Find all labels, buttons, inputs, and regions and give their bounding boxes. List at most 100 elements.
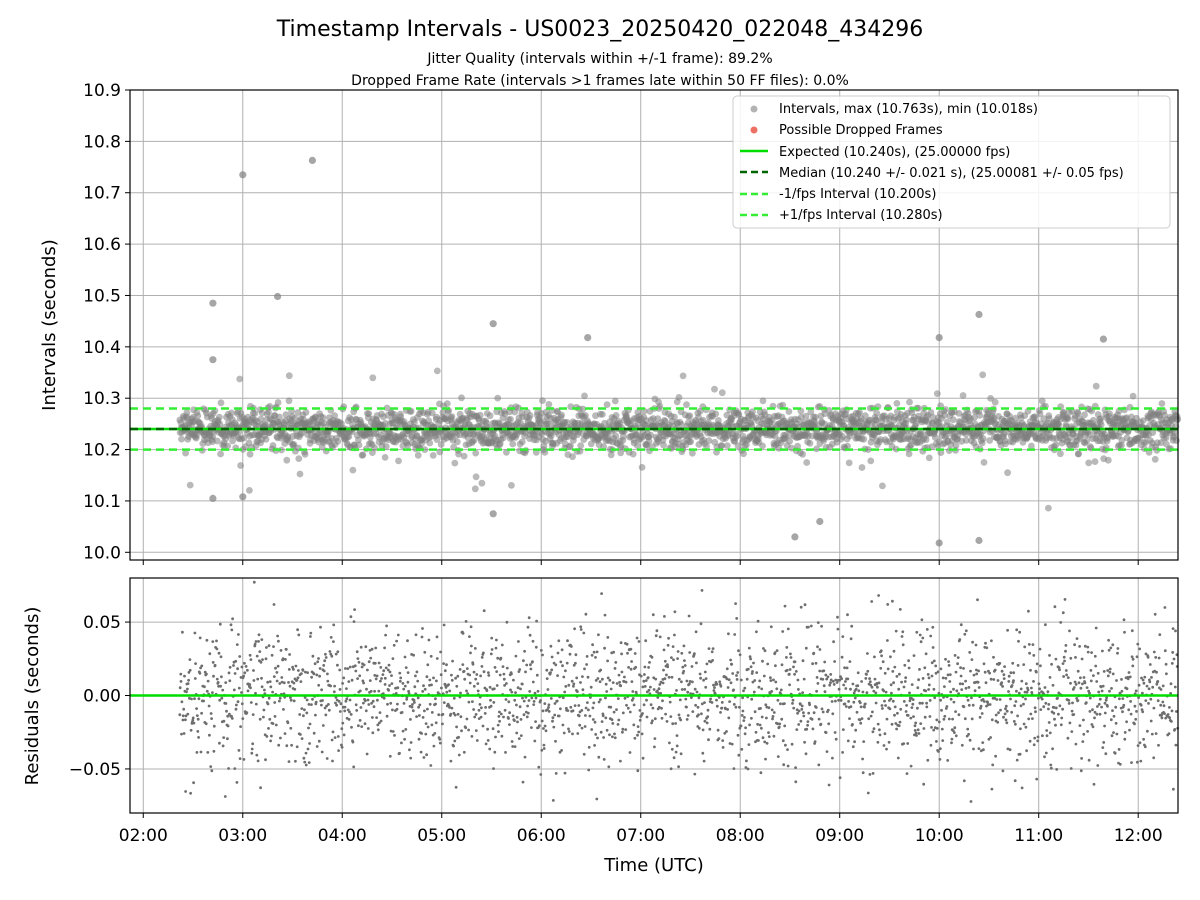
residual-point: [688, 651, 692, 654]
residual-point: [879, 649, 883, 653]
residual-point: [521, 780, 525, 784]
residual-point: [450, 678, 454, 682]
residual-point: [1111, 709, 1114, 712]
residual-point: [495, 638, 498, 642]
residual-point: [913, 729, 917, 732]
residual-point: [514, 654, 518, 658]
residual-point: [681, 665, 685, 669]
residual-point: [950, 741, 953, 745]
residual-point: [930, 726, 933, 729]
residual-point: [735, 678, 739, 681]
residual-point: [1032, 680, 1035, 683]
residual-point: [1125, 687, 1129, 691]
residual-point: [432, 676, 435, 680]
interval-point: [771, 432, 779, 440]
residual-point: [628, 751, 632, 754]
residual-point: [827, 783, 831, 787]
residual-point: [600, 720, 604, 723]
residual-point: [865, 673, 868, 676]
residual-point: [869, 683, 873, 687]
residual-point: [1024, 682, 1028, 686]
residual-point: [354, 703, 358, 707]
residual-point: [191, 716, 195, 720]
residual-point: [1136, 744, 1140, 747]
intervals-panel: 10.010.110.210.310.410.510.610.710.810.9…: [39, 81, 1182, 565]
residual-point: [411, 703, 414, 706]
residual-point: [684, 697, 688, 701]
residual-point: [712, 689, 716, 692]
residual-point: [1049, 766, 1053, 770]
residual-point: [1103, 701, 1107, 705]
residual-point: [841, 751, 844, 754]
residual-point: [526, 704, 529, 708]
residual-point: [1018, 630, 1022, 634]
residual-point: [1143, 675, 1147, 679]
residual-point: [378, 721, 381, 725]
residual-point: [279, 736, 282, 740]
residual-point: [437, 713, 441, 717]
residual-point: [662, 668, 665, 672]
residual-point: [532, 703, 536, 706]
residual-point: [260, 685, 264, 689]
residual-point: [300, 737, 304, 740]
residual-point: [1032, 654, 1036, 657]
residual-point: [745, 677, 749, 681]
residual-point: [661, 681, 665, 685]
residual-point: [929, 634, 933, 638]
residual-point: [291, 665, 294, 669]
residual-point: [666, 663, 669, 667]
residual-point: [496, 723, 500, 727]
residual-point: [435, 635, 439, 639]
residual-point: [856, 684, 860, 688]
residual-point: [944, 676, 948, 680]
residual-point: [347, 718, 351, 721]
residual-point: [1136, 760, 1139, 764]
residual-point: [543, 724, 547, 728]
residual-point: [1081, 682, 1084, 686]
residual-point: [560, 749, 563, 752]
interval-point: [794, 442, 801, 450]
residual-point: [845, 666, 849, 670]
residual-point: [893, 665, 897, 669]
residual-point: [1126, 677, 1130, 681]
residual-point: [639, 674, 643, 678]
residual-point: [941, 676, 945, 680]
residual-point: [259, 786, 262, 790]
residual-point: [1141, 691, 1144, 695]
residual-point: [1063, 598, 1067, 601]
residual-point: [758, 723, 762, 727]
residual-point: [254, 702, 258, 706]
interval-point: [943, 418, 951, 426]
residual-point: [212, 749, 216, 753]
residual-point: [902, 742, 906, 745]
residual-point: [620, 670, 624, 674]
residual-point: [875, 682, 879, 685]
interval-point: [257, 415, 265, 423]
residual-point: [1007, 690, 1010, 693]
interval-point: [856, 409, 863, 416]
residual-point: [870, 685, 874, 689]
residual-point: [510, 672, 513, 676]
residual-point: [1081, 740, 1085, 743]
residual-point: [977, 747, 981, 750]
residual-point: [641, 685, 645, 689]
residual-point: [308, 722, 312, 726]
residual-point: [178, 713, 182, 717]
residual-point: [785, 646, 789, 649]
residual-point: [502, 677, 506, 681]
residual-point: [922, 782, 926, 786]
residual-point: [438, 741, 442, 745]
residual-point: [751, 680, 755, 684]
interval-outlier-point: [489, 510, 497, 518]
residual-point: [1113, 751, 1117, 755]
residual-point: [205, 689, 209, 693]
interval-point: [229, 437, 237, 445]
interval-point: [858, 464, 866, 471]
residual-point: [1004, 718, 1008, 722]
residual-point: [1008, 748, 1012, 752]
residual-point: [817, 717, 821, 721]
residual-point: [224, 702, 228, 705]
residual-point: [750, 697, 754, 701]
interval-point: [749, 408, 756, 415]
residual-point: [657, 705, 661, 709]
